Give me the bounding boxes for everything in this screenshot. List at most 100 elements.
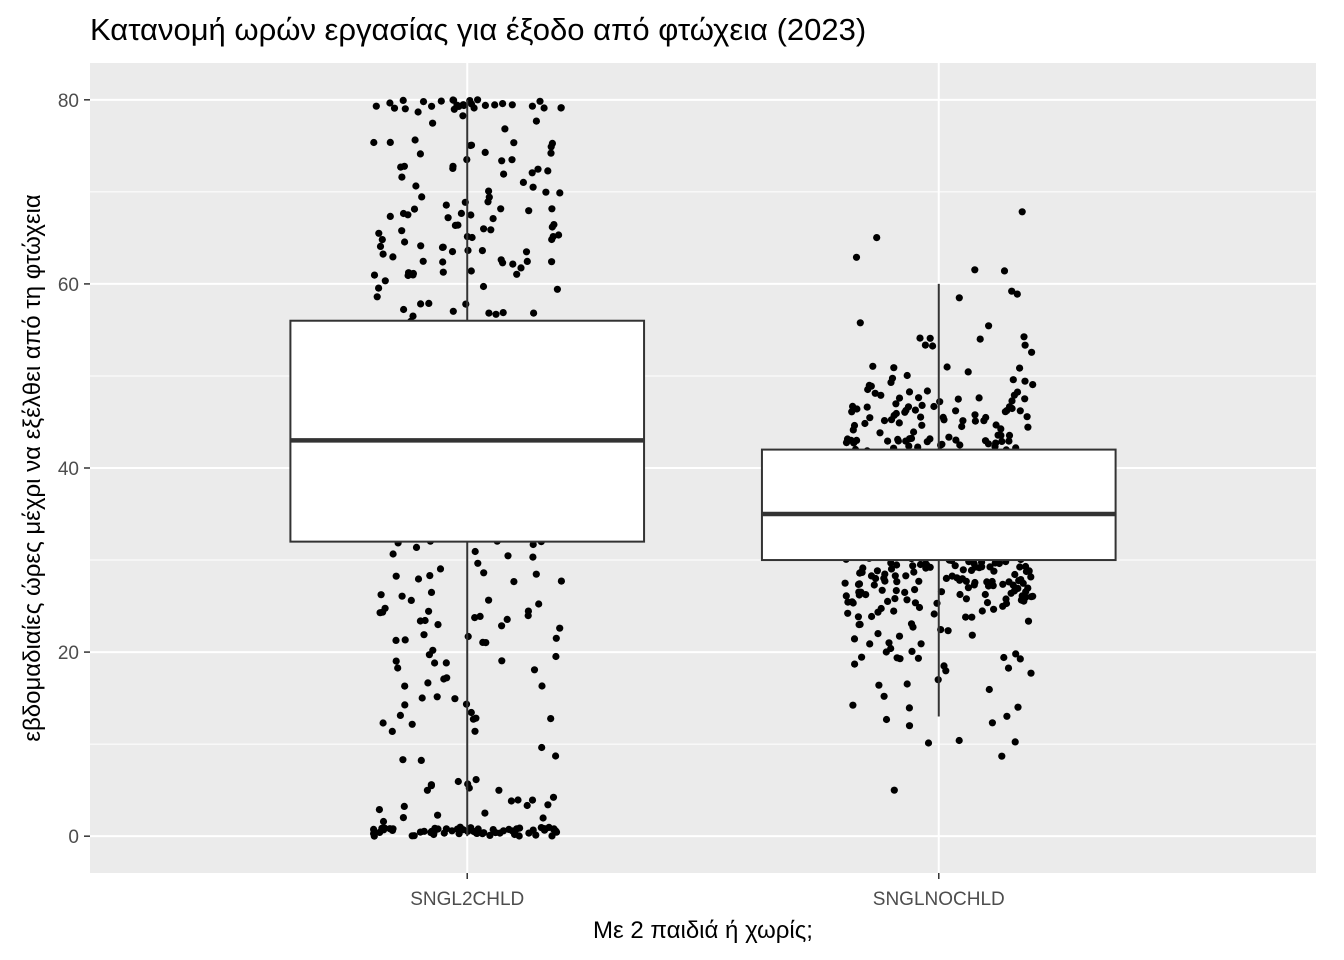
jitter-point	[964, 368, 972, 376]
jitter-point	[850, 635, 859, 643]
jitter-point	[510, 139, 518, 147]
jitter-point	[410, 205, 419, 213]
box-elements	[289, 99, 1117, 837]
jitter-point	[434, 621, 442, 629]
jitter-point	[442, 659, 450, 667]
jitter-point	[471, 614, 479, 622]
jitter-point	[532, 831, 540, 839]
jitter-point	[856, 319, 864, 327]
jitter-point	[548, 258, 556, 266]
jitter-point	[852, 253, 861, 261]
jitter-point	[466, 141, 474, 150]
jitter-point	[863, 403, 871, 411]
jitter-point	[930, 610, 938, 618]
jitter-point	[1021, 377, 1029, 385]
jitter-point	[850, 439, 858, 447]
jitter-point	[474, 96, 482, 104]
jitter-point	[401, 636, 409, 644]
jitter-point	[484, 198, 492, 206]
jitter-point	[887, 565, 896, 573]
jitter-point	[386, 99, 394, 107]
iqr-box	[760, 448, 1117, 562]
jitter-point	[513, 825, 521, 833]
jitter-point	[421, 616, 429, 625]
jitter-point	[945, 433, 953, 441]
jitter-point	[529, 183, 537, 191]
jitter-point	[556, 624, 564, 632]
jitter-point	[416, 150, 424, 158]
jitter-point	[880, 692, 888, 700]
jitter-point	[462, 300, 470, 308]
jitter-point	[409, 312, 417, 320]
jitter-point	[1021, 341, 1029, 349]
jitter-point	[1004, 664, 1013, 672]
jitter-point	[875, 681, 883, 689]
jitter-point	[866, 640, 874, 648]
jitter-point	[981, 590, 989, 599]
jitter-point	[942, 574, 951, 583]
jitter-point	[910, 568, 918, 576]
jitter-point	[971, 417, 980, 425]
jitter-point	[400, 162, 408, 170]
jitter-point	[910, 428, 918, 436]
jitter-point	[419, 257, 427, 265]
jitter-point	[858, 568, 866, 577]
jitter-point	[370, 825, 378, 834]
jitter-point	[953, 574, 961, 582]
jitter-point	[431, 659, 439, 667]
jitter-point	[849, 701, 857, 709]
jitter-point	[509, 260, 517, 268]
jitter-point	[434, 811, 442, 819]
jitter-point	[930, 402, 938, 411]
jitter-point	[401, 701, 409, 709]
jitter-point	[1014, 703, 1022, 711]
jitter-point	[538, 743, 546, 752]
jitter-point	[429, 119, 437, 127]
jitter-point	[376, 609, 384, 617]
jitter-point	[967, 566, 976, 575]
jitter-point	[499, 259, 507, 267]
jitter-point	[425, 607, 433, 615]
jitter-point	[855, 580, 864, 588]
jitter-point	[557, 577, 566, 585]
jitter-point	[841, 579, 849, 587]
jitter-point	[921, 341, 930, 349]
jitter-point	[373, 293, 381, 301]
jitter-point	[997, 431, 1005, 439]
jitter-point	[1016, 563, 1024, 571]
jitter-point	[548, 223, 556, 231]
jitter-point	[1027, 593, 1035, 601]
jitter-point	[399, 814, 407, 822]
jitter-point	[990, 567, 998, 575]
jitter-point	[956, 590, 964, 599]
jitter-point	[532, 570, 540, 578]
jitter-point	[971, 266, 979, 274]
jitter-point	[915, 603, 924, 612]
jitter-point	[549, 233, 557, 241]
jitter-point	[895, 394, 904, 402]
jitter-point	[1027, 669, 1035, 677]
jitter-point	[428, 102, 436, 110]
jitter-point	[1023, 413, 1031, 421]
jitter-point	[439, 268, 447, 276]
jitter-point	[389, 550, 397, 558]
jitter-point	[1012, 650, 1020, 658]
jitter-point	[1016, 364, 1024, 372]
jitter-point	[538, 682, 546, 690]
jitter-point	[909, 623, 917, 631]
jitter-point	[540, 104, 548, 112]
jitter-point	[892, 409, 900, 418]
jitter-point	[873, 567, 882, 575]
jitter-point	[908, 647, 916, 656]
jitter-point	[929, 342, 937, 350]
jitter-point	[901, 588, 909, 597]
jitter-point	[552, 652, 560, 661]
jitter-point	[915, 577, 923, 585]
jitter-point	[1005, 437, 1013, 445]
jitter-point	[449, 96, 457, 104]
jitter-point	[1005, 578, 1013, 586]
jitter-point	[525, 829, 533, 837]
jitter-point	[417, 300, 425, 308]
jitter-point	[400, 305, 408, 314]
jitter-point	[489, 826, 497, 834]
